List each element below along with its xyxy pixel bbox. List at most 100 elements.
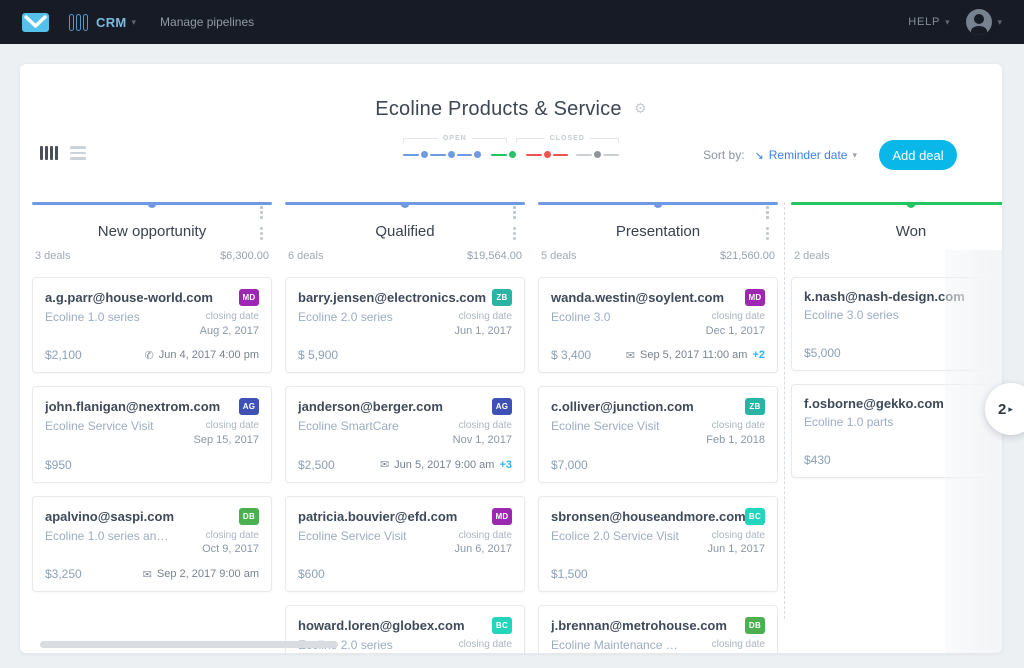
deal-card[interactable]: wanda.westin@soylent.com MD Ecoline 3.0 … <box>538 206 778 374</box>
column-total: $19,564.00 <box>466 250 522 262</box>
owner-badge: DB <box>745 617 765 635</box>
column-title: New opportunity <box>97 223 207 240</box>
card-menu-button[interactable] <box>257 204 266 221</box>
column-stage-dot-icon <box>400 202 410 208</box>
deal-card[interactable]: janderson@berger.com AG Ecoline SmartCar… <box>285 206 525 483</box>
horizontal-scrollbar[interactable] <box>40 641 338 648</box>
chevron-down-icon: ▾ <box>852 149 857 160</box>
help-menu[interactable]: HELP ▾ <box>908 16 950 28</box>
closing-date-value: Jun 1, 2017 <box>454 324 513 337</box>
card-bottom-row: $3,250 ✉ Sep 2, 2017 9:00 am <box>45 567 259 581</box>
deal-card[interactable]: sbronsen@houseandmore.com BC Ecolice 2.0… <box>538 206 778 593</box>
owner-badge: BC <box>492 617 512 635</box>
activity-extra-count: +3 <box>499 458 512 471</box>
column-deal-count: 3 deals <box>35 250 71 262</box>
column-title: Qualified <box>375 223 435 240</box>
deal-email: janderson@berger.com <box>298 399 443 415</box>
deal-card[interactable]: apalvino@saspi.com DB Ecoline 1.0 series… <box>32 206 272 593</box>
column-menu-button[interactable] <box>257 225 266 242</box>
stage-indicator: OPEN CLOSED <box>403 135 619 158</box>
card-middle-row: Ecoline 2.0 series closing date Jun 1, 2… <box>298 310 512 338</box>
owner-badge: DB <box>239 507 259 525</box>
deal-value: $2,100 <box>45 348 82 363</box>
deal-card[interactable]: john.flanigan@nextrom.com AG Ecoline Ser… <box>32 206 272 483</box>
column-deal-count: 6 deals <box>288 250 324 262</box>
pipeline-panel: Ecoline Products & Service ⚙ OPEN CLOSED… <box>20 64 1002 653</box>
closing-date-label: closing date <box>711 529 765 541</box>
deal-card[interactable]: a.g.parr@house-world.com MD Ecoline 1.0 … <box>32 206 272 374</box>
closing-date-block: closing date Jun 6, 2017 <box>455 529 513 557</box>
deal-activity: ✆ Jun 4, 2017 4:00 pm <box>144 349 259 362</box>
deal-value: $1,500 <box>551 567 588 582</box>
closing-date-block: closing date Aug 2, 2017 <box>200 310 259 338</box>
deal-product: Ecoline 1.0 series <box>45 310 140 324</box>
column-menu-button[interactable] <box>510 225 519 242</box>
owner-badge: AG <box>239 398 259 416</box>
deal-card[interactable]: c.olliver@junction.com ZB Ecoline Servic… <box>538 206 778 483</box>
chevron-down-icon: ▾ <box>945 16 951 27</box>
app-logo-envelope-icon[interactable] <box>22 12 49 32</box>
card-menu-button[interactable] <box>510 204 519 221</box>
deal-card[interactable]: howard.loren@globex.com BC Ecoline 2.0 s… <box>285 206 525 653</box>
next-page-button[interactable]: 2 ▸ <box>985 383 1024 435</box>
user-menu[interactable]: ▾ <box>966 9 1002 35</box>
deal-value: $ 3,400 <box>551 348 592 363</box>
column-header: New opportunity <box>32 223 272 243</box>
deal-value: $2,500 <box>298 457 335 472</box>
activity-datetime: Sep 5, 2017 11:00 am <box>640 349 748 362</box>
column-menu-button[interactable] <box>763 225 772 242</box>
panel-header: Ecoline Products & Service ⚙ <box>20 98 1002 121</box>
list-view-toggle[interactable] <box>70 146 86 160</box>
closing-date-value: Jun 1, 2017 <box>707 543 766 556</box>
deal-email: howard.loren@globex.com <box>298 618 465 634</box>
pipeline-column: Presentation 5 deals $21,560.00 wanda.we… <box>538 202 778 653</box>
deal-value: $7,000 <box>551 457 588 472</box>
deal-card[interactable]: barry.jensen@electronics.com ZB Ecoline … <box>285 206 525 374</box>
deal-email: john.flanigan@nextrom.com <box>45 399 221 415</box>
gear-icon[interactable]: ⚙ <box>634 100 647 116</box>
closing-date-value: Sep 15, 2017 <box>193 433 259 446</box>
pipeline-column: New opportunity 3 deals $6,300.00 a.g.pa… <box>32 202 272 653</box>
closing-date-label: closing date <box>205 529 259 541</box>
activity-icon: ✉ <box>142 568 152 581</box>
card-list: barry.jensen@electronics.com ZB Ecoline … <box>285 206 525 653</box>
deal-card[interactable]: patricia.bouvier@efd.com MD Ecoline Serv… <box>285 206 525 593</box>
deal-product: Ecoline Service Visit <box>551 419 660 434</box>
card-menu-button[interactable] <box>763 204 772 221</box>
card-middle-row: Ecoline 1.0 series and service... closin… <box>45 529 259 557</box>
card-middle-row: Ecoline Maintenance Course closing date … <box>551 638 765 653</box>
activity-datetime: Jun 4, 2017 4:00 pm <box>158 349 259 362</box>
column-deal-count: 5 deals <box>541 250 577 262</box>
stage-segment <box>525 153 542 156</box>
closing-date-block: closing date Oct 1, 2017 <box>455 638 512 653</box>
board-view-toggle[interactable] <box>40 146 58 160</box>
card-bottom-row: $5,000 <box>804 346 1002 360</box>
deal-card[interactable]: j.brennan@metrohouse.com DB Ecoline Main… <box>538 206 778 653</box>
open-label: OPEN <box>437 135 472 142</box>
closing-date-value: Dec 1, 2017 <box>705 324 765 337</box>
stage-segment <box>456 153 473 156</box>
card-middle-row: Ecoline SmartCare closing date Nov 1, 20… <box>298 419 512 447</box>
closing-date-value: Jun 6, 2017 <box>454 543 513 556</box>
owner-badge: AG <box>492 398 512 416</box>
closing-date-label: closing date <box>711 311 765 322</box>
deal-value: $430 <box>804 453 831 467</box>
crm-app-switcher[interactable]: CRM ▾ <box>69 13 136 31</box>
add-deal-button[interactable]: Add deal <box>879 140 957 170</box>
activity-icon: ✉ <box>625 349 636 362</box>
deal-activity: ✉ Sep 5, 2017 11:00 am +2 <box>626 349 765 362</box>
card-top-row: patricia.bouvier@efd.com MD <box>298 206 516 525</box>
closing-date-label: closing date <box>458 529 512 541</box>
manage-pipelines-link[interactable]: Manage pipelines <box>160 15 255 29</box>
deal-value: $3,250 <box>45 567 82 582</box>
closing-date-block: closing date Feb 1, 2018 <box>706 419 765 447</box>
sort-selector[interactable]: ↘ Reminder date ▾ <box>755 148 857 162</box>
next-page-arrow-icon: ▸ <box>1008 403 1013 414</box>
closing-date-label: closing date <box>458 639 512 651</box>
deal-value: $600 <box>298 567 325 582</box>
card-middle-row: Ecoline Service Visit closing date Jun 6… <box>298 529 512 557</box>
next-page-count: 2 <box>998 400 1007 418</box>
closed-label: CLOSED <box>544 135 590 142</box>
deal-email: c.olliver@junction.com <box>551 399 694 415</box>
help-label: HELP <box>908 16 941 28</box>
